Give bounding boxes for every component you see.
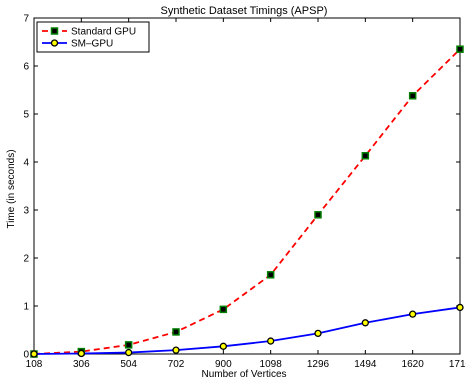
data-point	[124, 341, 133, 349]
legend-marker	[50, 27, 59, 35]
legend-marker	[50, 39, 59, 47]
x-axis-label: Number of Vertices	[201, 369, 286, 378]
series-line-1	[33, 306, 461, 355]
x-tick-label: 1620	[402, 359, 425, 370]
data-point	[456, 45, 464, 53]
x-tick-label: 108	[26, 359, 43, 370]
x-tick-label: 306	[73, 359, 90, 370]
y-tick-label: 0	[23, 350, 29, 361]
data-point	[314, 211, 322, 219]
y-tick-label: 5	[23, 110, 29, 121]
y-axis-label: Time (in seconds)	[6, 149, 17, 228]
data-point	[172, 328, 180, 336]
legend-label-1: SM–GPU	[71, 39, 113, 50]
data-point	[172, 346, 180, 354]
data-point	[408, 92, 417, 100]
legend-box	[36, 21, 150, 53]
x-tick-label: 702	[168, 359, 185, 370]
data-point	[266, 271, 275, 279]
data-point	[219, 342, 227, 350]
data-point	[361, 152, 370, 160]
y-tick-label: 4	[23, 158, 29, 169]
x-tick-label: 1494	[354, 359, 377, 370]
series-line-0	[33, 48, 461, 355]
data-point	[409, 310, 417, 318]
y-tick-label: 7	[23, 14, 29, 25]
data-point	[314, 329, 322, 338]
y-tick-label: 6	[23, 62, 29, 73]
y-tick-label: 2	[23, 254, 29, 265]
x-tick-label: 1296	[307, 359, 330, 370]
data-point	[30, 350, 38, 358]
x-tick-label: 504	[120, 359, 137, 370]
legend-label-0: Standard GPU	[71, 27, 136, 38]
data-point	[77, 349, 85, 358]
x-tick-label: 900	[215, 359, 232, 370]
data-point	[267, 337, 275, 345]
data-point	[361, 319, 369, 327]
chart-title: Synthetic Dataset Timings (APSP)	[161, 5, 328, 17]
data-point	[219, 305, 228, 314]
data-point	[125, 348, 133, 357]
x-tick-label: 1710	[449, 359, 466, 370]
y-tick-label: 3	[23, 206, 29, 217]
data-point	[456, 303, 464, 312]
plot-frame	[33, 17, 461, 355]
y-tick-label: 1	[23, 302, 29, 313]
x-tick-label: 1098	[260, 359, 283, 370]
